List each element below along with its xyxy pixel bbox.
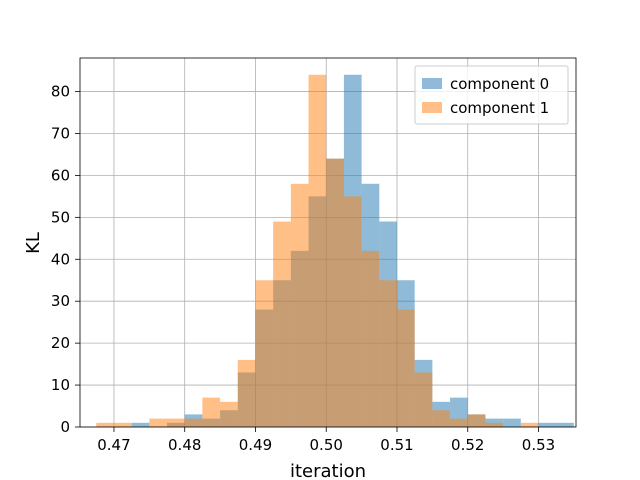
histogram-bar-series-0 [503,418,521,427]
histogram-bar-series-0 [131,422,150,427]
histogram-bar-series-1 [202,397,221,427]
x-tick-label: 0.53 [522,436,555,454]
y-tick-label: 40 [51,250,70,268]
histogram-bar-series-1 [432,410,451,427]
histogram-bar-series-1 [149,418,168,427]
histogram-bar-series-1 [220,401,238,427]
y-axis-label: KL [23,232,44,254]
histogram-bar-series-1 [96,422,114,427]
legend-swatch-1 [422,102,442,113]
legend-box [414,65,569,125]
legend-swatch-0 [422,78,442,89]
histogram-bar-series-1 [113,422,132,427]
y-tick-label: 80 [51,83,70,101]
histogram-bar-series-1 [167,418,185,427]
y-tick-label: 30 [51,292,70,310]
histogram-bar-series-1 [361,250,380,427]
histogram-bar-series-1 [184,418,203,427]
histogram-bar-series-1 [343,196,362,427]
histogram-bar-series-1 [414,372,433,427]
x-tick-label: 0.52 [451,436,484,454]
histogram-bar-series-1 [326,158,344,428]
histogram-bar-series-1 [396,309,415,427]
ticks-layer: 0.47 0.48 0.49 0.50 0.51 0.52 0.53 0 10 20 30 40 50 6… [51,83,555,454]
y-tick-label: 0 [60,418,70,436]
y-tick-label: 20 [51,334,70,352]
legend-label-0: component 0 [450,75,549,93]
bars-layer [96,74,574,428]
x-tick-label: 0.49 [239,436,272,454]
histogram-bar-series-1 [237,359,256,427]
legend: component 0 component 1 [414,65,569,125]
histogram-bar-series-1 [290,183,309,427]
histogram-bar-series-1 [273,221,291,427]
x-tick-label: 0.51 [380,436,413,454]
y-tick-label: 60 [51,166,70,184]
y-tick-label: 70 [51,124,70,142]
histogram-bar-series-1 [379,280,397,427]
plot-frame [79,57,577,428]
histogram-bar-series-0 [556,422,574,427]
y-tick-label: 50 [51,208,70,226]
legend-label-1: component 1 [450,99,549,117]
histogram-bar-series-1 [485,422,504,427]
x-axis-label: iteration [290,461,366,480]
x-tick-label: 0.47 [97,436,130,454]
x-tick-label: 0.50 [310,436,343,454]
x-tick-label: 0.48 [168,436,201,454]
histogram-bar-series-1 [467,414,486,427]
y-tick-label: 10 [51,376,70,394]
histogram-bar-series-1 [255,280,274,427]
histogram-bar-series-1 [308,74,327,427]
histogram-bar-series-0 [538,422,557,427]
histogram-bar-series-1 [450,418,468,427]
histogram-bar-series-1 [520,422,539,427]
